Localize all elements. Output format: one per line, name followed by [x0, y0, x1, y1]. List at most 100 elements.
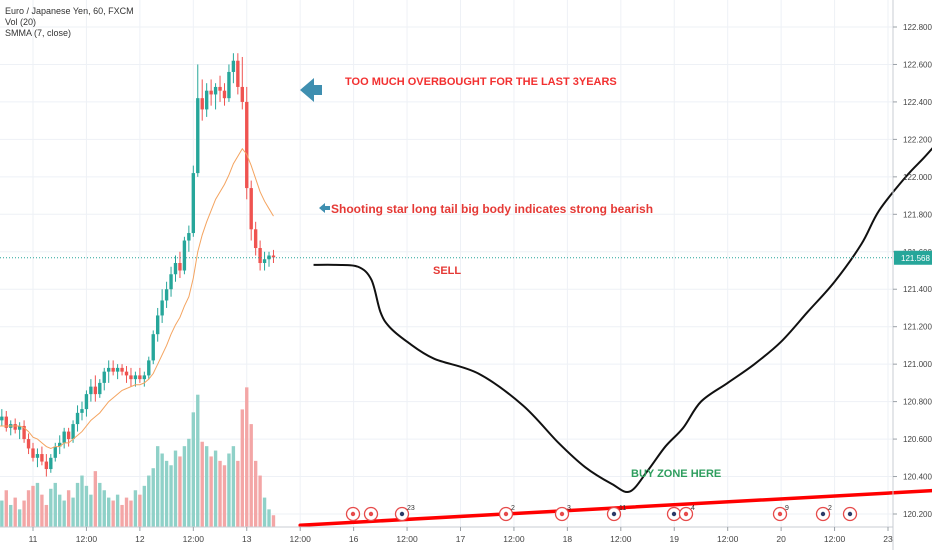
event-dot-icon	[777, 511, 783, 517]
volume-bar	[62, 500, 66, 527]
candle-body	[249, 188, 253, 230]
volume-bar	[111, 500, 115, 527]
volume-bar	[262, 497, 267, 527]
candle-body	[173, 263, 178, 275]
volume-bar	[22, 500, 26, 527]
candle-body	[209, 90, 213, 95]
volume-bar	[71, 497, 75, 527]
candle-body	[191, 173, 196, 234]
candle-body	[204, 90, 209, 110]
annotation-arrows	[300, 78, 330, 213]
price-tick-label: 121.000	[903, 360, 932, 369]
legend-smma[interactable]: SMMA (7, close)	[5, 28, 72, 38]
candle-body	[187, 233, 191, 241]
volume-bar	[240, 409, 244, 527]
chart-grid	[0, 0, 893, 527]
candle-body	[115, 367, 120, 372]
volume-bar	[227, 453, 231, 527]
smma-layer	[0, 147, 274, 449]
time-tick-label: 12:00	[717, 534, 739, 544]
volume-bar	[218, 460, 222, 527]
candle-body	[13, 424, 17, 430]
event-markers[interactable]: 23 2 3 11 4 9 2	[345, 505, 858, 522]
volume-bar	[271, 515, 276, 527]
time-tick-label: 12	[135, 534, 145, 544]
volume-bar	[89, 494, 93, 527]
volume-bar	[107, 497, 111, 527]
legend-volume[interactable]: Vol (20)	[5, 17, 37, 27]
event-dot-icon	[847, 511, 853, 517]
candle-body	[44, 461, 49, 470]
event-dot-icon	[683, 511, 689, 517]
trendline	[298, 488, 932, 527]
candle-body	[84, 394, 89, 410]
volume-bar	[200, 441, 204, 527]
volume-bar	[4, 490, 8, 527]
event-count: 4	[691, 505, 695, 512]
volume-bar	[49, 488, 53, 527]
time-tick-label: 12:00	[76, 534, 98, 544]
time-tick-label: 12:00	[610, 534, 632, 544]
event-dot-icon	[611, 511, 617, 517]
volume-bar	[102, 490, 106, 527]
volume-bar	[191, 412, 196, 527]
candle-body	[253, 229, 258, 249]
volume-bar	[155, 446, 160, 527]
event-dot-icon	[368, 511, 374, 517]
candle-body	[71, 424, 75, 440]
time-tick-label: 19	[670, 534, 680, 544]
time-tick-label: 12:00	[503, 534, 525, 544]
candle-body	[133, 375, 138, 380]
event-dot-icon	[350, 511, 356, 517]
event-count: 3	[567, 505, 571, 512]
candle-body	[227, 71, 231, 99]
candle-body	[236, 60, 240, 87]
volume-bar	[129, 500, 133, 527]
event-dot-icon	[671, 511, 677, 517]
candle-body	[49, 457, 53, 470]
smma-line	[0, 147, 274, 449]
volume-bar	[13, 497, 17, 527]
volume-bar	[31, 485, 35, 527]
volume-bar	[53, 482, 57, 527]
candle-body	[258, 248, 262, 264]
volume-bar	[58, 494, 62, 527]
volume-bar	[204, 446, 209, 527]
candle-body	[120, 367, 124, 372]
volume-bar	[142, 485, 147, 527]
price-tick-label: 121.800	[903, 210, 932, 219]
time-axis[interactable]: 11 12:00 12 12:00 13 12:00 16 12:00 17 12:00 18 12:…	[0, 526, 893, 544]
candle-body	[35, 454, 40, 458]
volume-bar	[173, 450, 178, 527]
volume-bar	[133, 490, 138, 527]
volume-bar	[40, 494, 44, 527]
candle-body	[75, 412, 80, 425]
candle-body	[40, 454, 44, 462]
volume-bar	[9, 504, 13, 527]
candle-body	[267, 255, 271, 260]
volume-bar	[164, 460, 169, 527]
volume-bar	[66, 490, 71, 527]
trendline-layer	[298, 488, 932, 527]
candle-body	[98, 382, 102, 395]
candle-body	[111, 367, 115, 372]
chart-legend: Euro / Japanese Yen, 60, FXCM Vol (20) S…	[5, 6, 134, 39]
candle-body	[93, 386, 98, 395]
volume-bar	[249, 424, 253, 527]
arrow-overbought-head	[300, 78, 322, 102]
candle-body	[4, 416, 8, 428]
candle-body	[26, 439, 31, 449]
volume-bar	[80, 475, 84, 527]
price-tick-label: 120.800	[903, 398, 932, 407]
volume-bars	[0, 387, 276, 527]
candle-body	[200, 98, 204, 110]
candle-body	[262, 259, 267, 264]
volume-bar	[151, 468, 155, 527]
event-count: 2	[511, 505, 515, 512]
legend-symbol[interactable]: Euro / Japanese Yen, 60, FXCM	[5, 6, 134, 16]
price-tick-label: 122.800	[903, 23, 932, 32]
annotation-buy-zone: BUY ZONE HERE	[631, 468, 722, 480]
candle-body	[17, 425, 22, 430]
